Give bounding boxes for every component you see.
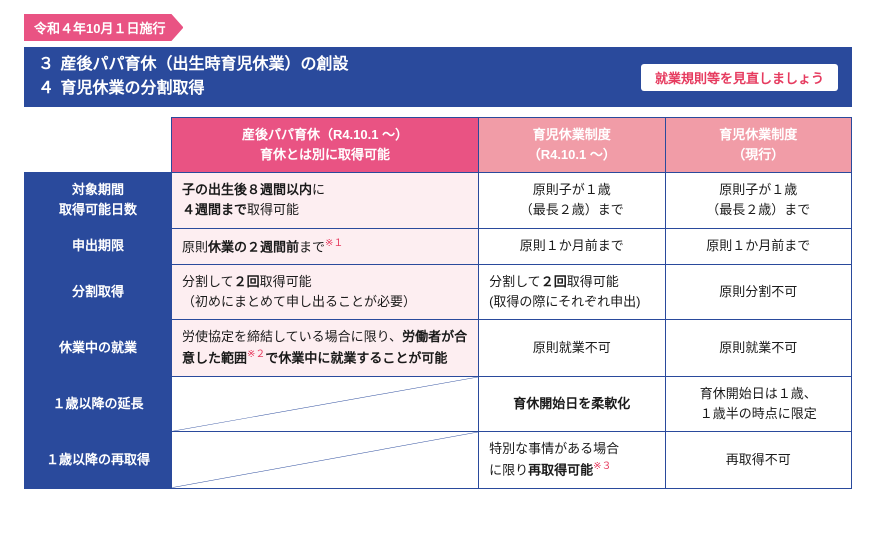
section-header: ３ 産後パパ育休（出生時育児休業）の創設 ４ 育児休業の分割取得 就業規則等を見… (24, 47, 852, 107)
cell: 原則１か月前まで (665, 228, 851, 264)
cell: 再取得不可 (665, 432, 851, 489)
cell: 分割して２回取得可能 (取得の際にそれぞれ申出) (479, 265, 665, 320)
title-number-3: ３ (38, 53, 56, 77)
cell: 原則子が１歳 （最長２歳）まで (665, 173, 851, 228)
table-row: 対象期間 取得可能日数 子の出生後８週間以内に ４週間まで取得可能 原則子が１歳… (25, 173, 852, 228)
cell: 原則１か月前まで (479, 228, 665, 264)
cell: 育休開始日を柔軟化 (479, 376, 665, 431)
col-header-papa-leave: 産後パパ育休（R4.10.1 ～） 育休とは別に取得可能 (171, 118, 478, 173)
comparison-table: 産後パパ育休（R4.10.1 ～） 育休とは別に取得可能 育児休業制度 （R4.… (24, 117, 852, 489)
row-label-deadline: 申出期限 (25, 228, 172, 264)
table-row: 分割取得 分割して２回取得可能 （初めにまとめて申し出ることが必要） 分割して２… (25, 265, 852, 320)
table-row: １歳以降の再取得 特別な事情がある場合 に限り再取得可能※３ 再取得不可 (25, 432, 852, 489)
table-corner-blank (25, 118, 172, 173)
title-text-4: 育児休業の分割取得 (60, 80, 204, 97)
cell-not-applicable (171, 376, 478, 431)
section-titles: ３ 産後パパ育休（出生時育児休業）の創設 ４ 育児休業の分割取得 (38, 53, 348, 101)
row-label-reacquire: １歳以降の再取得 (25, 432, 172, 489)
cell: 特別な事情がある場合 に限り再取得可能※３ (479, 432, 665, 489)
title-number-4: ４ (38, 77, 56, 101)
cell: 原則休業の２週間前まで※１ (171, 228, 478, 264)
col-header-new-system: 育児休業制度 （R4.10.1 ～） (479, 118, 665, 173)
enforcement-date-ribbon: 令和４年10月１日施行 (24, 14, 183, 41)
title-text-3: 産後パパ育休（出生時育児休業）の創設 (60, 56, 348, 73)
table-row: １歳以降の延長 育休開始日を柔軟化 育休開始日は１歳、 １歳半の時点に限定 (25, 376, 852, 431)
row-label-extension: １歳以降の延長 (25, 376, 172, 431)
row-label-work-during: 休業中の就業 (25, 320, 172, 377)
cell: 原則就業不可 (665, 320, 851, 377)
cell: 原則子が１歳 （最長２歳）まで (479, 173, 665, 228)
cell: 子の出生後８週間以内に ４週間まで取得可能 (171, 173, 478, 228)
col-header-current-system: 育児休業制度 （現行） (665, 118, 851, 173)
cell: 育休開始日は１歳、 １歳半の時点に限定 (665, 376, 851, 431)
table-row: 休業中の就業 労使協定を締結している場合に限り、労働者が合意した範囲※２で休業中… (25, 320, 852, 377)
row-label-split: 分割取得 (25, 265, 172, 320)
cell-not-applicable (171, 432, 478, 489)
cell: 原則分割不可 (665, 265, 851, 320)
notice-badge: 就業規則等を見直しましょう (641, 64, 838, 91)
cell: 分割して２回取得可能 （初めにまとめて申し出ることが必要） (171, 265, 478, 320)
cell: 労使協定を締結している場合に限り、労働者が合意した範囲※２で休業中に就業すること… (171, 320, 478, 377)
cell: 原則就業不可 (479, 320, 665, 377)
table-row: 申出期限 原則休業の２週間前まで※１ 原則１か月前まで 原則１か月前まで (25, 228, 852, 264)
row-label-period: 対象期間 取得可能日数 (25, 173, 172, 228)
